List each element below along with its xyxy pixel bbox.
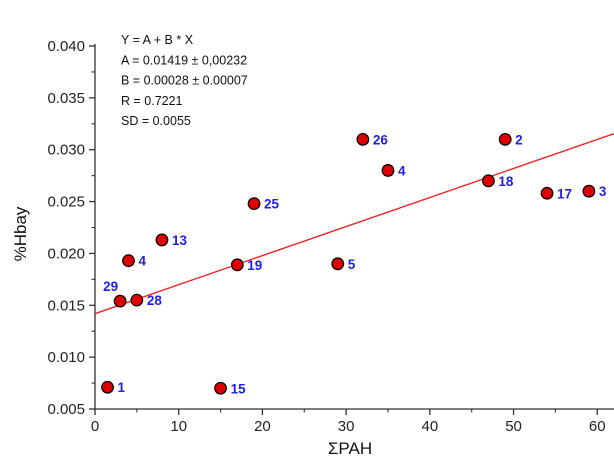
data-point xyxy=(155,233,169,247)
x-tick-label: 0 xyxy=(91,418,99,435)
data-point xyxy=(381,164,395,177)
data-point xyxy=(113,294,127,308)
x-tick-label: 20 xyxy=(254,418,271,435)
regression-stats-box: Y = A + B * X A = 0.01419 ± 0,00232 B = 0.… xyxy=(121,33,248,128)
point-label: 19 xyxy=(247,258,262,273)
y-tick-label: 0.035 xyxy=(47,90,85,107)
x-axis-title: ΣPAH xyxy=(328,439,372,458)
data-point xyxy=(498,132,512,146)
point-label: 28 xyxy=(147,293,163,308)
point-label: 3 xyxy=(599,184,607,199)
x-tick-label: 10 xyxy=(170,418,187,435)
stats-line: Y = A + B * X xyxy=(121,33,194,47)
fit-line-group xyxy=(94,132,614,315)
point-label: 2 xyxy=(515,132,523,147)
y-tick-label: 0.040 xyxy=(47,38,85,55)
point-label: 5 xyxy=(348,257,356,272)
y-tick-label: 0.005 xyxy=(47,401,85,418)
y-tick-label: 0.030 xyxy=(47,142,85,159)
x-tick-label: 30 xyxy=(338,418,355,435)
stats-line: B = 0.00028 ± 0.00007 xyxy=(121,74,248,88)
point-label: 13 xyxy=(172,233,188,248)
point-label: 17 xyxy=(557,186,572,201)
data-point xyxy=(247,197,261,211)
data-point xyxy=(122,254,135,268)
point-label: 1 xyxy=(118,380,126,395)
data-point xyxy=(101,380,114,394)
point-label: 26 xyxy=(373,132,389,147)
data-point xyxy=(540,186,554,200)
x-tick-label: 60 xyxy=(589,418,606,435)
data-point xyxy=(214,381,227,395)
y-tick-label: 0.025 xyxy=(47,194,85,211)
point-label: 18 xyxy=(498,174,514,189)
axes: 0 10 20 30 40 50 60 0.005 0.010 0.015 0.020 0.025 0.… xyxy=(47,38,614,435)
stats-line: A = 0.01419 ± 0,00232 xyxy=(121,53,247,67)
point-label: 4 xyxy=(398,163,406,178)
data-point xyxy=(230,258,244,272)
y-tick-label: 0.015 xyxy=(47,297,85,314)
data-point xyxy=(356,132,370,146)
point-label: 29 xyxy=(103,279,118,294)
y-tick-label: 0.020 xyxy=(47,245,85,262)
data-point xyxy=(130,293,144,307)
data-point xyxy=(582,184,596,198)
x-tick-label: 50 xyxy=(505,418,522,435)
point-label: 25 xyxy=(264,197,280,212)
data-point xyxy=(331,257,345,271)
data-point xyxy=(482,174,495,188)
y-tick-label: 0.010 xyxy=(47,349,85,366)
y-axis-title: %Hbay xyxy=(11,206,30,261)
fit-line xyxy=(94,132,614,315)
x-tick-label: 40 xyxy=(421,418,438,435)
stats-line: R = 0.7221 xyxy=(121,94,183,108)
point-label: 15 xyxy=(231,381,247,396)
data-points: 1 29 4 28 13 15 19 25 5 26 4 18 2 17 3 xyxy=(101,132,607,396)
point-label: 4 xyxy=(138,254,146,269)
stats-line: SD = 0.0055 xyxy=(121,114,191,128)
